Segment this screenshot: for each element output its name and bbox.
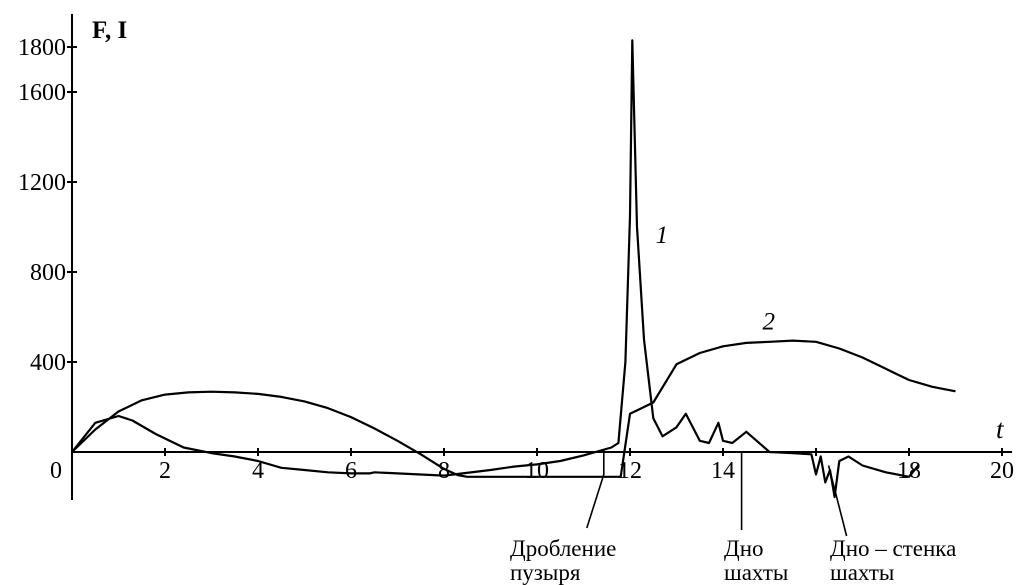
x-tick-label-20: 20 — [990, 458, 1014, 484]
shaft-wall-label-line2: шахты — [830, 560, 894, 585]
bubble-leader-line — [586, 449, 605, 529]
shaft-bottom-label: Дно — [724, 536, 764, 561]
y-axis-title: F, I — [92, 17, 127, 44]
series-layer — [71, 39, 956, 499]
bubble-breakup-label-line2: пузыря — [510, 560, 581, 585]
y-tick-label-1800: 1800 — [18, 35, 66, 61]
bubble-breakup-label: Дробление — [510, 536, 616, 561]
x-axis-title: t — [996, 414, 1005, 444]
x-tick-label-4: 4 — [252, 458, 264, 484]
curve-1-label: 1 — [656, 222, 669, 249]
shaft-wall-label: Дно – стенка — [830, 536, 956, 561]
series-1-line — [71, 39, 920, 499]
y-tick-label-1200: 1200 — [18, 170, 66, 196]
x-tick-label-8: 8 — [438, 458, 450, 484]
series-2-line — [71, 339, 956, 478]
x-tick-label-2: 2 — [159, 458, 171, 484]
curve-2-label: 2 — [763, 308, 776, 335]
x-tick-label-0: 0 — [50, 458, 62, 484]
x-tick-label-6: 6 — [345, 458, 357, 484]
annotations: Дробление пузыря Дно шахты Дно – стенка … — [510, 449, 956, 585]
x-tick-label-14: 14 — [711, 458, 735, 484]
x-tick-label-10: 10 — [525, 458, 549, 484]
axes — [71, 14, 1012, 500]
y-tick-label-400: 400 — [30, 350, 66, 376]
x-tick-label-18: 18 — [897, 458, 921, 484]
y-tick-label-800: 800 — [30, 260, 66, 286]
wall-leader-line — [827, 465, 848, 537]
shaft-bottom-label-line2: шахты — [724, 560, 788, 585]
y-tick-label-1600: 1600 — [18, 80, 66, 106]
